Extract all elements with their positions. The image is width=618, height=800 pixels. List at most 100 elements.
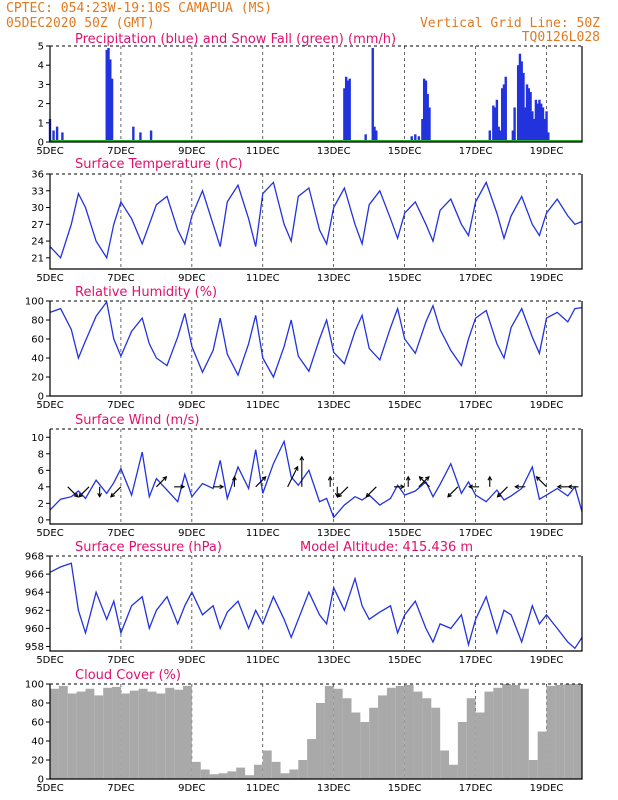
precip-bar <box>502 84 506 142</box>
wind-arrow-head <box>556 484 562 490</box>
precip-bar <box>497 126 500 142</box>
cloud-bar <box>386 687 396 779</box>
precip-bar <box>541 107 545 142</box>
cloud-bar <box>120 693 130 779</box>
wind-arrow <box>487 475 493 487</box>
cloud-bar <box>253 764 263 779</box>
precip-bar <box>504 76 507 142</box>
precip-bar <box>531 111 534 142</box>
y-tick-label: 0 <box>38 138 44 149</box>
y-tick-label: 1 <box>38 118 44 129</box>
x-tick-label: 19DEC <box>530 655 564 666</box>
cloud-bar <box>422 698 432 779</box>
cloud-bar <box>289 769 299 779</box>
x-tick-label: 17DEC <box>459 655 493 666</box>
cloud-bar <box>493 687 503 779</box>
y-tick-label: 0 <box>38 392 44 403</box>
x-tick-label: 15DEC <box>388 146 422 157</box>
cloud-bar <box>555 684 565 779</box>
wind-arrow <box>174 484 186 490</box>
precip-bar <box>414 134 417 142</box>
cloud-bar <box>546 685 556 779</box>
wind-arrow-shaft <box>110 486 122 498</box>
x-tick-label: 9DEC <box>178 783 205 794</box>
wind-arrow <box>255 475 267 488</box>
cloud-bar <box>94 695 104 779</box>
cloud-bar <box>298 760 308 779</box>
precip-bar <box>513 107 516 142</box>
precip-bar <box>55 126 59 142</box>
precip-bar <box>52 130 55 142</box>
x-tick-label: 17DEC <box>459 528 493 539</box>
x-tick-label: 15DEC <box>388 528 422 539</box>
precip-bar <box>538 99 541 142</box>
precip-bar <box>139 132 142 142</box>
wind-arrow-head <box>110 492 115 498</box>
frame <box>49 684 583 780</box>
y-tick-label: 33 <box>31 186 44 197</box>
wind-arrow-head <box>337 492 342 498</box>
cloud-bar <box>351 712 361 779</box>
y-tick-label: 60 <box>31 718 44 729</box>
cloud-bar <box>431 707 441 779</box>
y-tick-label: 30 <box>31 203 44 214</box>
cloud-bar <box>528 760 538 779</box>
wind-arrow-head <box>232 475 237 481</box>
cloud-bar <box>573 684 583 779</box>
wind-arrow-head <box>467 484 473 490</box>
wind-arrow-shaft <box>255 476 267 488</box>
x-tick-label: 7DEC <box>107 400 134 411</box>
x-tick-label: 11DEC <box>246 528 280 539</box>
panel-precip: 5DEC 7DEC 9DEC 11DEC 13DEC 15DEC 17DEC 19DEC 0 1 2… <box>36 32 583 157</box>
wind-arrow <box>110 486 122 498</box>
precip-bar <box>428 107 431 142</box>
y-tick-label: 968 <box>25 552 44 563</box>
wind-arrow <box>365 486 377 498</box>
y-tick-label: 4 <box>38 482 44 493</box>
cloud-bar <box>333 688 343 779</box>
wind-arrow <box>496 486 508 498</box>
precip-bar <box>501 88 504 142</box>
cloud-bar <box>76 691 86 779</box>
cloud-bar <box>369 707 379 779</box>
y-tick-label: 20 <box>31 756 44 767</box>
y-tick-label: 80 <box>31 316 44 327</box>
x-tick-label: 17DEC <box>459 400 493 411</box>
x-tick-label: 5DEC <box>36 400 63 411</box>
cloud-bar <box>413 691 423 779</box>
y-tick-label: 4 <box>38 61 44 72</box>
wind-arrow-head <box>293 465 299 471</box>
panel-press: 5DEC 7DEC 9DEC 11DEC 13DEC 15DEC 17DEC 19DEC 958… <box>25 540 583 666</box>
wind-arrow <box>394 484 406 490</box>
y-tick-label: 966 <box>25 570 44 581</box>
precip-bar <box>149 130 153 142</box>
panel-rh: 5DEC 7DEC 9DEC 11DEC 13DEC 15DEC 17DEC 19DEC 0 20… <box>25 285 583 411</box>
y-tick-label: 40 <box>31 354 44 365</box>
precip-bar <box>373 126 376 142</box>
y-tick-label: 100 <box>25 297 44 308</box>
x-tick-label: 13DEC <box>317 400 351 411</box>
x-tick-label: 7DEC <box>107 655 134 666</box>
series-line <box>49 300 583 379</box>
cloud-bar <box>262 750 272 779</box>
panel-title: Surface Wind (m/s) <box>75 413 199 428</box>
precip-bar <box>375 130 378 142</box>
x-tick-label: 5DEC <box>36 655 63 666</box>
cloud-bar <box>103 687 113 779</box>
cloud-bar <box>457 722 467 779</box>
wind-arrow <box>78 486 90 498</box>
frame <box>49 301 583 397</box>
y-tick-label: 0 <box>38 775 44 786</box>
x-tick-label: 7DEC <box>107 273 134 284</box>
precip-bar <box>532 118 536 142</box>
header-grid-note: Vertical Grid Line: 50Z <box>420 16 600 31</box>
wind-arrow-head <box>97 493 103 498</box>
x-tick-label: 11DEC <box>246 655 280 666</box>
precip-bar <box>344 76 348 142</box>
x-tick-label: 19DEC <box>530 146 564 157</box>
y-tick-label: 2 <box>38 99 44 110</box>
x-tick-label: 5DEC <box>36 146 63 157</box>
cloud-bar <box>227 771 237 779</box>
x-tick-label: 9DEC <box>178 528 205 539</box>
panel-temp: 5DEC 7DEC 9DEC 11DEC 13DEC 15DEC 17DEC 19DEC 21 2… <box>31 157 583 284</box>
